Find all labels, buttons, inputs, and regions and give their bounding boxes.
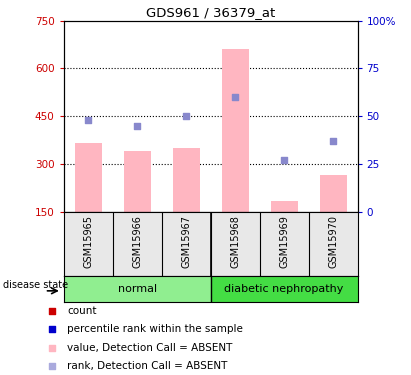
Text: GSM15970: GSM15970: [328, 215, 338, 268]
Text: GSM15969: GSM15969: [279, 215, 289, 268]
Title: GDS961 / 36379_at: GDS961 / 36379_at: [146, 6, 275, 20]
Point: [183, 113, 189, 119]
Text: GSM15968: GSM15968: [230, 215, 240, 268]
Text: rank, Detection Call = ABSENT: rank, Detection Call = ABSENT: [67, 361, 227, 371]
Text: count: count: [67, 306, 97, 316]
Text: value, Detection Call = ABSENT: value, Detection Call = ABSENT: [67, 343, 233, 352]
Text: GSM15966: GSM15966: [132, 215, 142, 268]
Bar: [124, 151, 151, 212]
Point: [49, 363, 55, 369]
Point: [134, 123, 141, 129]
Point: [85, 117, 92, 123]
Bar: [270, 201, 298, 212]
Bar: [75, 143, 102, 212]
Bar: [64, 276, 210, 302]
Point: [49, 345, 55, 351]
Bar: [222, 50, 249, 212]
Point: [232, 94, 238, 100]
Point: [281, 157, 287, 163]
Point: [330, 138, 336, 144]
Text: percentile rank within the sample: percentile rank within the sample: [67, 324, 243, 334]
Bar: [320, 175, 346, 212]
Bar: [173, 148, 200, 212]
Text: normal: normal: [118, 284, 157, 294]
Point: [49, 326, 55, 332]
Point: [49, 308, 55, 314]
Text: GSM15967: GSM15967: [181, 215, 191, 268]
Text: diabetic nephropathy: diabetic nephropathy: [224, 284, 344, 294]
Text: GSM15965: GSM15965: [83, 215, 93, 268]
Text: disease state: disease state: [2, 280, 68, 290]
Bar: [211, 276, 358, 302]
